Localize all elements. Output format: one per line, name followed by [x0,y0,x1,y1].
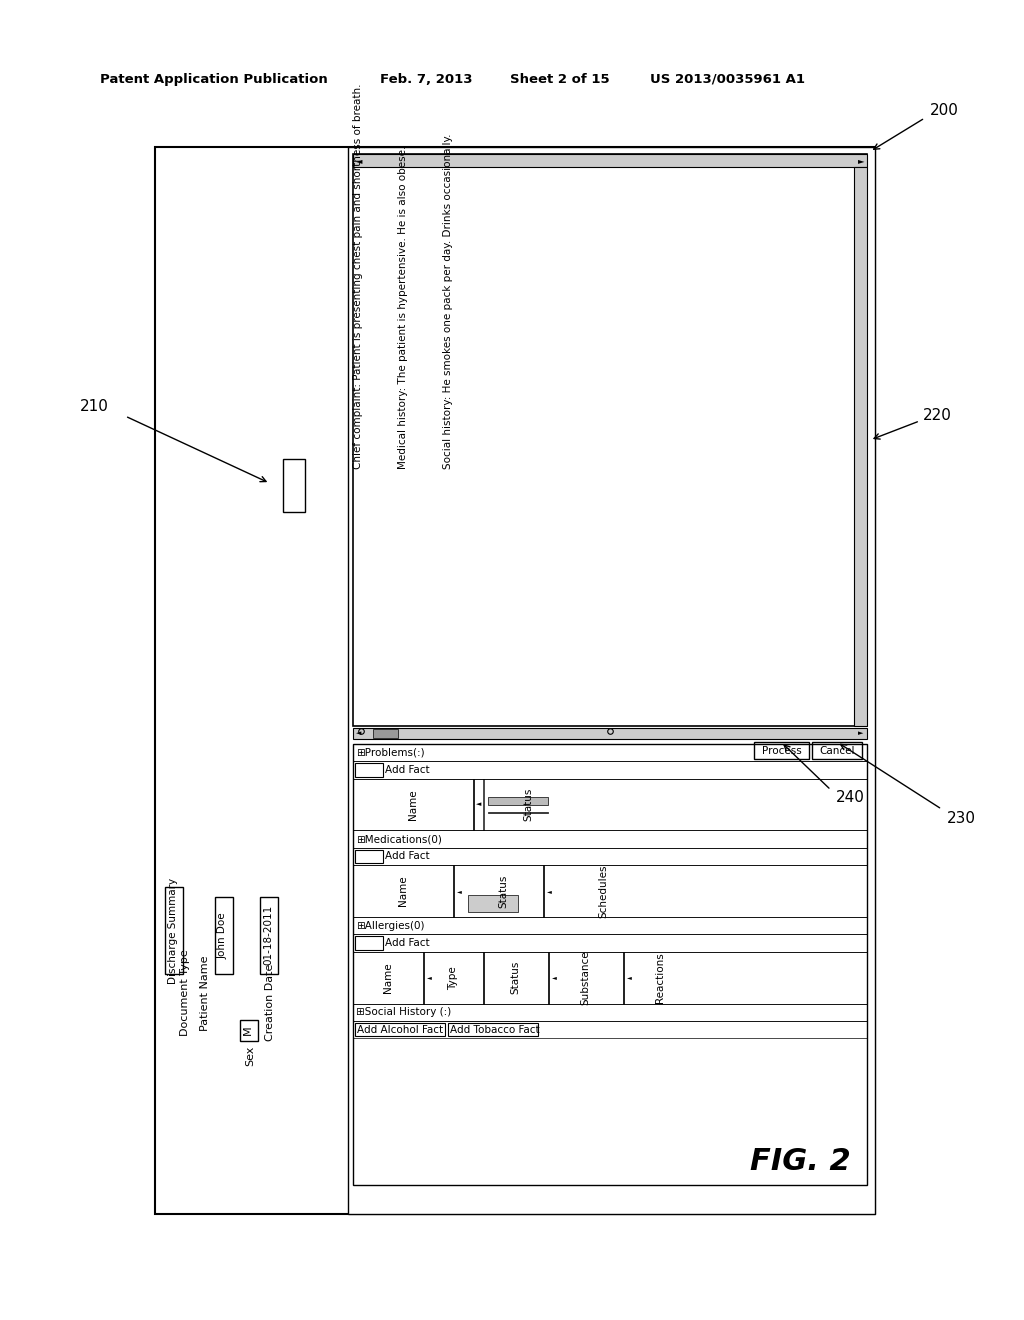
Bar [353,727,867,739]
Text: ►: ► [858,730,863,737]
Bar [754,742,809,759]
Text: Reactions: Reactions [655,952,665,1003]
Bar [155,147,874,1214]
Text: 210: 210 [80,399,109,414]
Bar [353,1003,867,1020]
Text: ⊞Medications(0): ⊞Medications(0) [356,834,442,845]
Text: Substance: Substance [580,950,590,1005]
Text: Status: Status [498,874,508,908]
Text: 240: 240 [836,791,865,805]
Bar [353,935,867,952]
Text: Discharge Summary: Discharge Summary [168,878,178,983]
Text: Add Fact: Add Fact [385,764,430,775]
Text: Cancel: Cancel [819,746,855,755]
Text: Sex: Sex [245,1045,255,1065]
Bar [260,896,278,974]
Text: ⊞Social History (:): ⊞Social History (:) [356,1007,452,1018]
Bar [353,154,867,166]
Text: 01-18-2011: 01-18-2011 [263,906,273,965]
Bar [353,1020,867,1039]
Text: 230: 230 [947,812,976,826]
Bar [215,896,233,974]
Text: Process: Process [762,746,802,755]
Text: Add Tobacco Fact: Add Tobacco Fact [450,1024,540,1035]
Bar [355,1023,445,1036]
Bar [353,847,867,865]
Text: ◄: ◄ [627,975,632,981]
Bar [353,779,867,830]
Bar [353,830,867,847]
Text: FIG. 2: FIG. 2 [750,1147,851,1176]
Text: Chief complaint: Patient is presenting chest pain and shortness of breath.: Chief complaint: Patient is presenting c… [353,83,362,469]
Text: Sheet 2 of 15: Sheet 2 of 15 [510,73,609,86]
Text: Name: Name [408,789,418,820]
Text: ◄: ◄ [476,801,481,808]
Text: Add Fact: Add Fact [385,851,430,862]
Bar [353,952,867,1003]
Bar [355,850,383,863]
Bar [373,729,398,738]
Text: Name: Name [398,875,408,907]
Text: Add Alcohol Fact: Add Alcohol Fact [357,1024,443,1035]
Text: Type: Type [449,966,458,990]
Text: Patient Name: Patient Name [200,956,210,1031]
Text: ◄: ◄ [457,888,462,894]
Text: Creation Date: Creation Date [265,964,275,1041]
Bar [355,763,383,776]
Text: Status: Status [510,961,520,994]
Bar [854,166,867,726]
Text: Medical history: The patient is hypertensive. He is also obese.: Medical history: The patient is hyperten… [398,145,408,469]
Text: John Doe: John Doe [218,912,228,958]
Text: 200: 200 [930,103,958,117]
Bar [353,154,867,726]
Text: ⊞Allergies(0): ⊞Allergies(0) [356,921,425,931]
Bar [488,797,548,804]
Bar [353,744,867,1185]
Text: ►: ► [858,156,864,165]
Bar [353,762,867,779]
Bar [240,1020,258,1041]
Text: Patent Application Publication: Patent Application Publication [100,73,328,86]
Bar [355,936,383,950]
Text: ◄: ◄ [356,730,361,737]
Bar [348,147,874,1214]
Text: ⊞Problems(:): ⊞Problems(:) [356,747,425,758]
Bar [353,917,867,935]
Text: 220: 220 [923,408,952,424]
Text: Schedules: Schedules [598,865,608,917]
Bar [449,1023,538,1036]
Text: M: M [243,1026,253,1035]
Text: Social history: He smokes one pack per day. Drinks occasionally.: Social history: He smokes one pack per d… [443,133,453,469]
Bar [353,744,867,762]
Text: Status: Status [523,788,534,821]
Bar [353,865,867,917]
Text: ◄: ◄ [547,888,551,894]
Text: Add Fact: Add Fact [385,939,430,948]
Text: US 2013/0035961 A1: US 2013/0035961 A1 [650,73,805,86]
Text: ◄: ◄ [427,975,431,981]
Bar [283,459,305,512]
Bar [812,742,862,759]
Bar [468,895,518,912]
Text: Name: Name [383,962,393,993]
Text: ◄: ◄ [552,975,556,981]
Text: Document Type: Document Type [180,949,190,1036]
Text: ◄: ◄ [355,156,362,165]
Bar [165,887,183,974]
Text: Feb. 7, 2013: Feb. 7, 2013 [380,73,472,86]
